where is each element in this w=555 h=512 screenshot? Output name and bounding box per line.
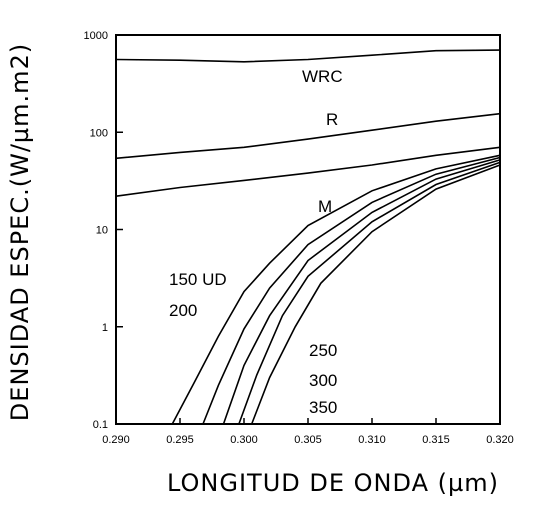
annotation-200: 200 <box>169 301 197 320</box>
x-tick-label: 0.305 <box>294 434 322 446</box>
x-tick-label: 0.300 <box>230 434 258 446</box>
x-axis-label: LONGITUD DE ONDA (µm) <box>167 469 499 497</box>
series-line-200 <box>202 156 501 425</box>
x-tick-label: 0.315 <box>422 434 450 446</box>
annotation-m: M <box>318 197 332 216</box>
annotation-350: 350 <box>309 398 337 417</box>
y-tick-label: 1 <box>102 322 108 334</box>
y-tick-label: 0.1 <box>93 419 108 431</box>
series-line-250 <box>222 159 501 425</box>
series-line-r <box>115 112 501 160</box>
annotation-r: R <box>326 110 338 129</box>
y-tick-label: 100 <box>90 127 108 139</box>
series-line-150-ud <box>171 154 501 425</box>
plot-marks <box>115 49 501 425</box>
series-line-m <box>115 146 501 197</box>
series-line-wrc <box>115 49 501 63</box>
series-line-350 <box>250 164 501 425</box>
y-tick-label: 10 <box>96 225 108 237</box>
y-axis-label: DENSIDAD ESPEC.(W/µm.m2) <box>6 43 34 421</box>
annotation-250: 250 <box>309 341 337 360</box>
x-tick-label: 0.290 <box>102 434 130 446</box>
plot-frame <box>115 34 501 425</box>
x-tick-label: 0.310 <box>358 434 386 446</box>
y-tick-label: 1000 <box>84 30 108 42</box>
series-line-300 <box>238 161 501 425</box>
annotation-300: 300 <box>309 371 337 390</box>
x-tick-label: 0.320 <box>486 434 514 446</box>
axis-ticks: 0.290 0.295 0.300 0.305 0.310 0.315 0.320 0.1 1 1… <box>84 30 514 446</box>
annotation-150-ud: 150 UD <box>169 270 227 289</box>
annotation-wrc: WRC <box>302 67 343 86</box>
x-tick-label: 0.295 <box>166 434 194 446</box>
